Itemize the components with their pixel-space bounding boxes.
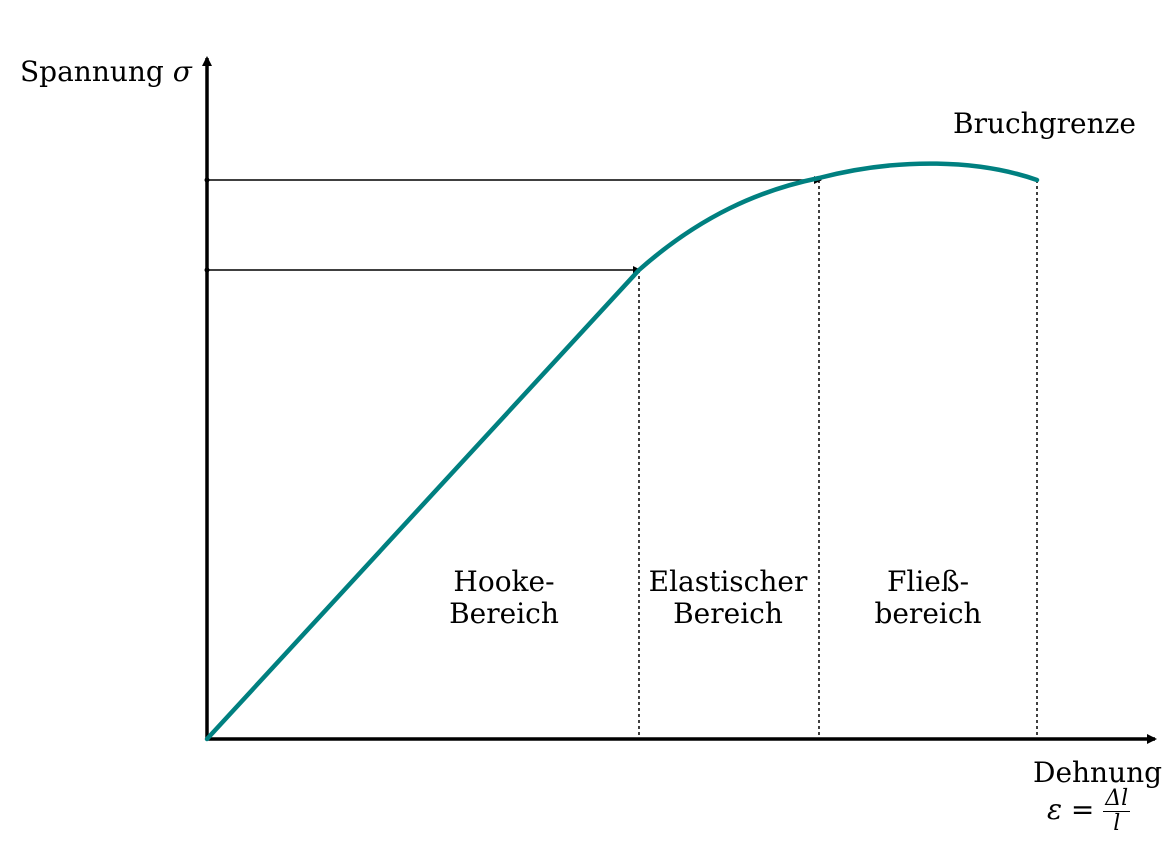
yield-limit-tick bbox=[204, 177, 210, 183]
region-elastic-label: Elastischer Bereich bbox=[648, 565, 808, 631]
sigma-symbol: σ bbox=[172, 55, 192, 88]
x-axis-formula: ε = Δl l bbox=[1047, 786, 1131, 836]
stress-strain-curve bbox=[204, 161, 1040, 742]
region-yield-label: Fließ- bereich bbox=[874, 565, 982, 631]
x-axis-label: Dehnung bbox=[1033, 756, 1163, 789]
elastic-limit-tick bbox=[204, 267, 210, 273]
y-axis-label: Spannung σ bbox=[20, 55, 192, 88]
strain-fraction: Δl l bbox=[1103, 786, 1131, 836]
break-limit-label: Bruchgrenze bbox=[953, 107, 1136, 140]
region-hooke-label: Hooke- Bereich bbox=[449, 565, 559, 631]
